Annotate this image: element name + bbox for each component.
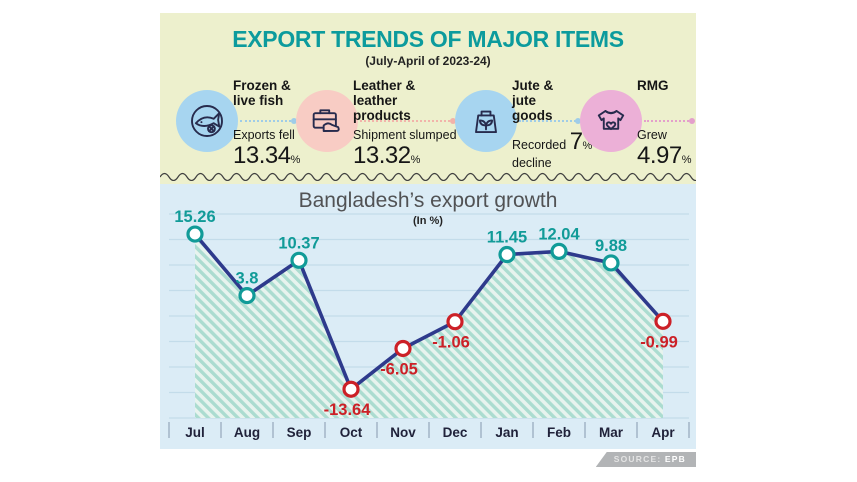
connector-dot bbox=[291, 118, 297, 124]
stat-lead: Grew bbox=[637, 128, 667, 142]
item-stat: Exports fell 13.34% bbox=[233, 128, 300, 170]
data-label: 10.37 bbox=[278, 234, 319, 252]
data-point bbox=[186, 225, 204, 243]
source-label: SOURCE: bbox=[613, 454, 662, 464]
export-items-row: Frozen & live fish Exports fell 13.34% bbox=[176, 78, 696, 181]
data-label: 9.88 bbox=[595, 237, 627, 255]
area-fill bbox=[195, 234, 663, 418]
data-label: -0.99 bbox=[640, 333, 678, 351]
page-subtitle: (July-April of 2023-24) bbox=[365, 54, 491, 68]
stat-value: 13.34 bbox=[233, 142, 291, 170]
source-badge: SOURCE: EPB bbox=[595, 452, 696, 467]
stat-percent: % bbox=[582, 140, 593, 152]
trend-item-leather: Leather & leather products Shipment slum… bbox=[296, 78, 457, 181]
connector-dot bbox=[450, 118, 456, 124]
data-label: 15.26 bbox=[174, 208, 215, 226]
month-label: Apr bbox=[651, 425, 675, 440]
month-label: Dec bbox=[443, 425, 468, 440]
data-point bbox=[342, 380, 360, 398]
data-point bbox=[602, 254, 620, 272]
connector-line bbox=[240, 118, 297, 124]
data-point bbox=[238, 286, 256, 305]
stat-percent: % bbox=[681, 154, 692, 167]
trend-item-frozen-fish: Frozen & live fish Exports fell 13.34% bbox=[176, 78, 300, 181]
data-label: -1.06 bbox=[432, 334, 470, 352]
item-stat: Shipment slumped 13.32% bbox=[353, 128, 457, 170]
connector-line bbox=[644, 118, 695, 124]
data-label: 12.04 bbox=[538, 225, 580, 243]
data-point bbox=[498, 245, 516, 264]
infographic-content: EXPORT TRENDS OF MAJOR ITEMS (July-April… bbox=[160, 13, 696, 467]
stat-value: 4.97 bbox=[637, 142, 682, 170]
header-band: EXPORT TRENDS OF MAJOR ITEMS (July-April… bbox=[160, 13, 696, 184]
month-label: Jul bbox=[185, 425, 205, 440]
stat-percent: % bbox=[410, 154, 421, 167]
connector-line bbox=[519, 118, 581, 124]
month-label: Sep bbox=[287, 425, 312, 440]
stat-value: 13.32 bbox=[353, 142, 411, 170]
item-title: Jute & jute goods bbox=[512, 78, 554, 123]
data-point bbox=[446, 313, 464, 331]
trend-item-jute: Jute & jute goods Recorded 7% decline bbox=[455, 78, 592, 181]
month-label: Aug bbox=[234, 425, 260, 440]
item-stat: Grew 4.97% bbox=[637, 128, 692, 170]
wave-divider bbox=[160, 172, 696, 181]
briefcase-shoe-icon bbox=[296, 90, 358, 152]
stat-lead: Exports fell bbox=[233, 128, 295, 142]
stat-lead: Recorded bbox=[512, 138, 567, 152]
month-label: Feb bbox=[547, 425, 571, 440]
month-label: Jan bbox=[495, 425, 518, 440]
source-row: SOURCE: EPB bbox=[160, 452, 696, 467]
data-label: -13.64 bbox=[324, 401, 372, 419]
item-title: Leather & leather products bbox=[353, 78, 416, 123]
sweater-icon bbox=[580, 90, 642, 152]
trend-line bbox=[193, 232, 665, 391]
month-label: Nov bbox=[390, 425, 416, 440]
jute-bag-icon bbox=[455, 90, 517, 152]
item-title: Frozen & live fish bbox=[233, 78, 291, 108]
month-label: Oct bbox=[340, 425, 363, 440]
export-growth-chart: Jul Aug Sep Oct Nov Dec Jan Feb Mar Apr 15.26 3.8 10… bbox=[168, 208, 690, 440]
item-title: RMG bbox=[637, 78, 669, 93]
stat-value: 7 bbox=[569, 128, 583, 155]
connector-dot bbox=[575, 118, 581, 124]
data-point bbox=[394, 339, 412, 358]
stat-trail: decline bbox=[512, 155, 552, 170]
fish-icon bbox=[176, 90, 238, 152]
source-value: EPB bbox=[664, 454, 686, 464]
connector-dot bbox=[689, 118, 695, 124]
data-label: 3.8 bbox=[236, 270, 259, 288]
trend-item-rmg: RMG Grew 4.97% bbox=[580, 78, 696, 181]
data-point bbox=[654, 312, 672, 330]
connector-line bbox=[360, 118, 456, 124]
data-point bbox=[290, 251, 308, 269]
item-stat: Recorded 7% decline bbox=[512, 128, 592, 170]
data-point bbox=[550, 242, 568, 260]
month-label: Mar bbox=[599, 425, 624, 440]
chart-band: Jul Aug Sep Oct Nov Dec Jan Feb Mar Apr 15.26 3.8 10… bbox=[160, 184, 696, 449]
data-label: -6.05 bbox=[380, 360, 418, 378]
stat-lead: Shipment slumped bbox=[353, 128, 457, 142]
chart-title: Bangladesh’s export growth bbox=[298, 189, 558, 212]
stat-percent: % bbox=[290, 154, 301, 167]
chart-subtitle: (In %) bbox=[413, 215, 443, 227]
data-label: 11.45 bbox=[487, 229, 527, 247]
page-title: EXPORT TRENDS OF MAJOR ITEMS bbox=[232, 26, 624, 52]
